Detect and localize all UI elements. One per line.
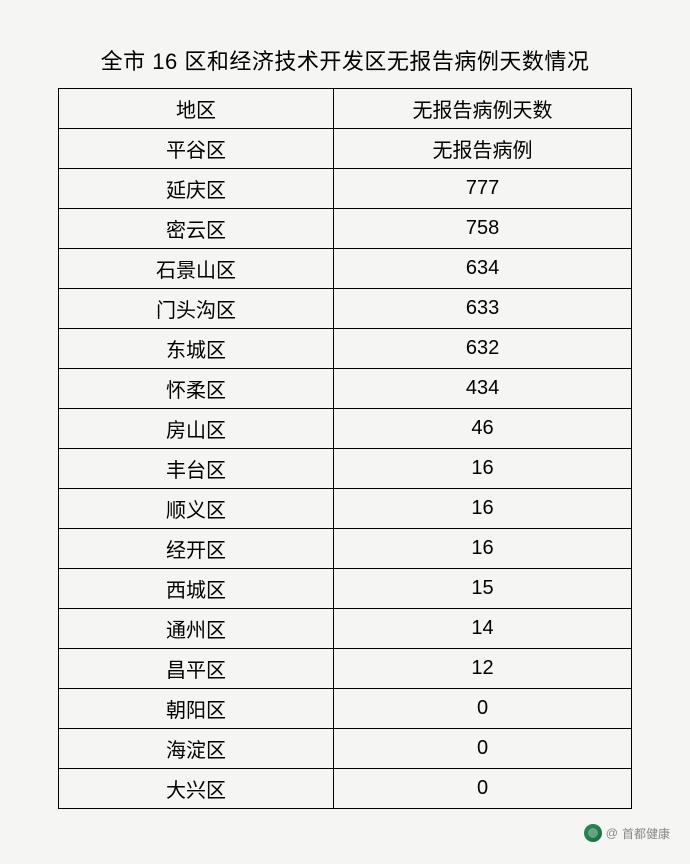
- table-row: 大兴区 0: [59, 769, 632, 809]
- cell-region: 大兴区: [59, 769, 334, 809]
- cell-days: 14: [334, 609, 632, 649]
- cell-region: 经开区: [59, 529, 334, 569]
- cell-region: 延庆区: [59, 169, 334, 209]
- table-title: 全市 16 区和经济技术开发区无报告病例天数情况: [58, 44, 632, 76]
- table-row: 怀柔区 434: [59, 369, 632, 409]
- data-table: 地区 无报告病例天数 平谷区 无报告病例 延庆区 777 密云区 758 石景山…: [58, 88, 632, 809]
- cell-region: 西城区: [59, 569, 334, 609]
- table-body: 地区 无报告病例天数 平谷区 无报告病例 延庆区 777 密云区 758 石景山…: [59, 89, 632, 809]
- cell-region: 石景山区: [59, 249, 334, 289]
- table-row: 顺义区 16: [59, 489, 632, 529]
- cell-days: 0: [334, 769, 632, 809]
- cell-days: 0: [334, 689, 632, 729]
- cell-days: 633: [334, 289, 632, 329]
- cell-region: 丰台区: [59, 449, 334, 489]
- cell-region: 顺义区: [59, 489, 334, 529]
- table-row: 平谷区 无报告病例: [59, 129, 632, 169]
- cell-region: 门头沟区: [59, 289, 334, 329]
- table-row: 门头沟区 633: [59, 289, 632, 329]
- cell-days: 16: [334, 449, 632, 489]
- table-row: 海淀区 0: [59, 729, 632, 769]
- cell-days: 634: [334, 249, 632, 289]
- table-header-row: 地区 无报告病例天数: [59, 89, 632, 129]
- cell-days: 15: [334, 569, 632, 609]
- cell-days: 16: [334, 489, 632, 529]
- table-row: 昌平区 12: [59, 649, 632, 689]
- table-row: 经开区 16: [59, 529, 632, 569]
- cell-region: 房山区: [59, 409, 334, 449]
- cell-region: 东城区: [59, 329, 334, 369]
- table-row: 延庆区 777: [59, 169, 632, 209]
- cell-region: 朝阳区: [59, 689, 334, 729]
- table-row: 朝阳区 0: [59, 689, 632, 729]
- cell-region: 平谷区: [59, 129, 334, 169]
- cell-days: 758: [334, 209, 632, 249]
- cell-region: 海淀区: [59, 729, 334, 769]
- source-name: 首都健康: [622, 825, 670, 842]
- source-logo-icon: [584, 824, 602, 842]
- table-row: 密云区 758: [59, 209, 632, 249]
- cell-days: 632: [334, 329, 632, 369]
- cell-days: 434: [334, 369, 632, 409]
- cell-days: 46: [334, 409, 632, 449]
- table-row: 石景山区 634: [59, 249, 632, 289]
- cell-days: 777: [334, 169, 632, 209]
- cell-days: 无报告病例: [334, 129, 632, 169]
- cell-region: 密云区: [59, 209, 334, 249]
- cell-days: 16: [334, 529, 632, 569]
- header-days: 无报告病例天数: [334, 89, 632, 129]
- cell-days: 12: [334, 649, 632, 689]
- table-row: 通州区 14: [59, 609, 632, 649]
- table-row: 西城区 15: [59, 569, 632, 609]
- cell-region: 通州区: [59, 609, 334, 649]
- cell-days: 0: [334, 729, 632, 769]
- cell-region: 昌平区: [59, 649, 334, 689]
- table-row: 房山区 46: [59, 409, 632, 449]
- source-attribution: @ 首都健康: [584, 824, 670, 842]
- table-row: 东城区 632: [59, 329, 632, 369]
- header-region: 地区: [59, 89, 334, 129]
- source-at: @: [606, 826, 618, 840]
- cell-region: 怀柔区: [59, 369, 334, 409]
- table-row: 丰台区 16: [59, 449, 632, 489]
